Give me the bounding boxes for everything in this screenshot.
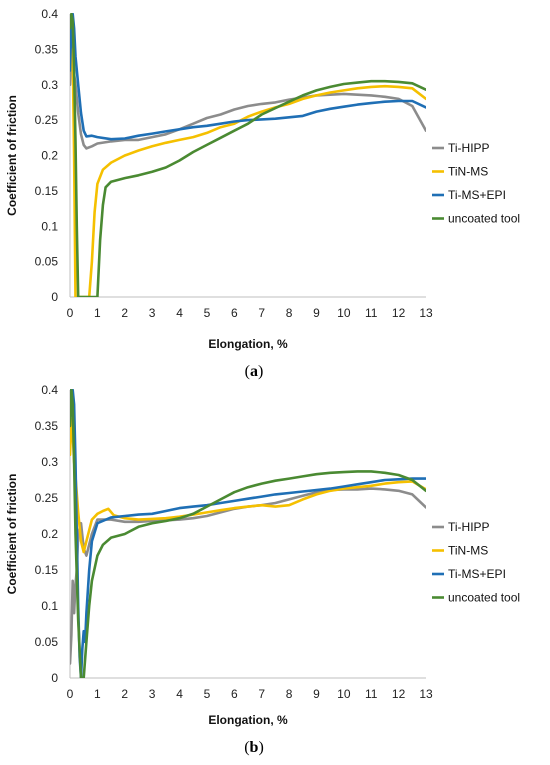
x-tick-label: 0 <box>67 687 74 701</box>
plot-area <box>70 13 426 297</box>
y-tick-label: 0.4 <box>41 7 58 21</box>
y-axis-title: Coefficient of friction <box>5 474 19 595</box>
x-axis-title: Elongation, % <box>208 713 288 727</box>
x-tick-label: 13 <box>419 687 433 701</box>
x-tick-label: 3 <box>149 687 156 701</box>
x-tick-label: 1 <box>94 306 101 320</box>
x-tick-label: 7 <box>258 687 265 701</box>
x-tick-label: 3 <box>149 306 156 320</box>
y-tick-label: 0.25 <box>35 491 59 505</box>
y-tick-label: 0.3 <box>41 455 58 469</box>
legend: Ti-HIPP TiN-MS Ti-MS+EPI uncoated tool <box>432 141 520 226</box>
chart-panel-a: 00.050.10.150.20.250.30.350.40 1 2 3 4 5 6 7 8 9 1… <box>5 7 520 380</box>
x-tick-label: 13 <box>419 306 433 320</box>
x-tick-label: 12 <box>392 687 406 701</box>
y-tick-label: 0.25 <box>35 113 59 127</box>
legend-label: Ti-MS+EPI <box>448 567 506 581</box>
series-line-uncoated-tool <box>70 389 426 678</box>
y-tick-label: 0.35 <box>35 42 59 56</box>
x-tick-label: 5 <box>204 687 211 701</box>
x-tick-label: 2 <box>121 687 128 701</box>
panel-caption: (b) <box>244 739 264 756</box>
series-line-tin-ms <box>70 48 426 297</box>
legend-label: Ti-HIPP <box>448 520 490 534</box>
y-tick-label: 0.35 <box>35 419 59 433</box>
x-tick-label: 6 <box>231 306 238 320</box>
x-tick-label: 11 <box>365 306 378 320</box>
legend: Ti-HIPP TiN-MS Ti-MS+EPI uncoated tool <box>432 520 520 605</box>
legend-label: Ti-MS+EPI <box>448 188 506 202</box>
legend-label: TiN-MS <box>448 165 488 179</box>
y-tick-label: 0.05 <box>35 635 59 649</box>
panel-caption: (a) <box>245 363 264 380</box>
y-tick-label: 0.1 <box>41 599 58 613</box>
chart-panel-b: 00.050.10.150.20.250.30.350.40 1 2 3 4 5 6 7 8 9 1… <box>5 383 520 756</box>
y-tick-label: 0.2 <box>41 149 58 163</box>
x-tick-label: 8 <box>286 687 293 701</box>
y-tick-label: 0.1 <box>41 219 58 233</box>
x-tick-label: 11 <box>365 687 378 701</box>
x-tick-label: 10 <box>337 306 351 320</box>
x-tick-label: 12 <box>392 306 406 320</box>
legend-label: uncoated tool <box>448 212 520 226</box>
series-line-tin-ms <box>70 417 426 554</box>
x-tick-label: 4 <box>176 687 183 701</box>
series-line-ti-hipp <box>70 40 426 150</box>
x-tick-label: 5 <box>204 306 211 320</box>
y-axis-title: Coefficient of friction <box>5 95 19 216</box>
x-tick-label: 8 <box>286 306 293 320</box>
x-axis-title: Elongation, % <box>208 337 288 351</box>
legend-label: uncoated tool <box>448 591 520 605</box>
y-tick-label: 0 <box>51 671 58 685</box>
x-tick-label: 6 <box>231 687 238 701</box>
x-tick-label: 1 <box>94 687 101 701</box>
legend-label: TiN-MS <box>448 544 488 558</box>
legend-label: Ti-HIPP <box>448 141 490 155</box>
y-tick-label: 0.05 <box>35 255 59 269</box>
x-tick-label: 7 <box>258 306 265 320</box>
y-tick-label: 0.2 <box>41 527 58 541</box>
y-tick-label: 0.4 <box>41 383 58 397</box>
y-tick-label: 0 <box>51 290 58 304</box>
x-tick-label: 10 <box>337 687 351 701</box>
x-tick-label: 4 <box>176 306 183 320</box>
plot-area <box>70 389 426 678</box>
x-tick-label: 9 <box>313 306 320 320</box>
x-tick-label: 9 <box>313 687 320 701</box>
y-tick-label: 0.15 <box>35 563 59 577</box>
series-line-ti-ms-epi <box>70 13 426 141</box>
x-tick-label: 2 <box>121 306 128 320</box>
x-tick-label: 0 <box>67 306 74 320</box>
series-line-uncoated-tool <box>70 13 426 297</box>
y-tick-label: 0.15 <box>35 184 59 198</box>
y-tick-label: 0.3 <box>41 78 58 92</box>
